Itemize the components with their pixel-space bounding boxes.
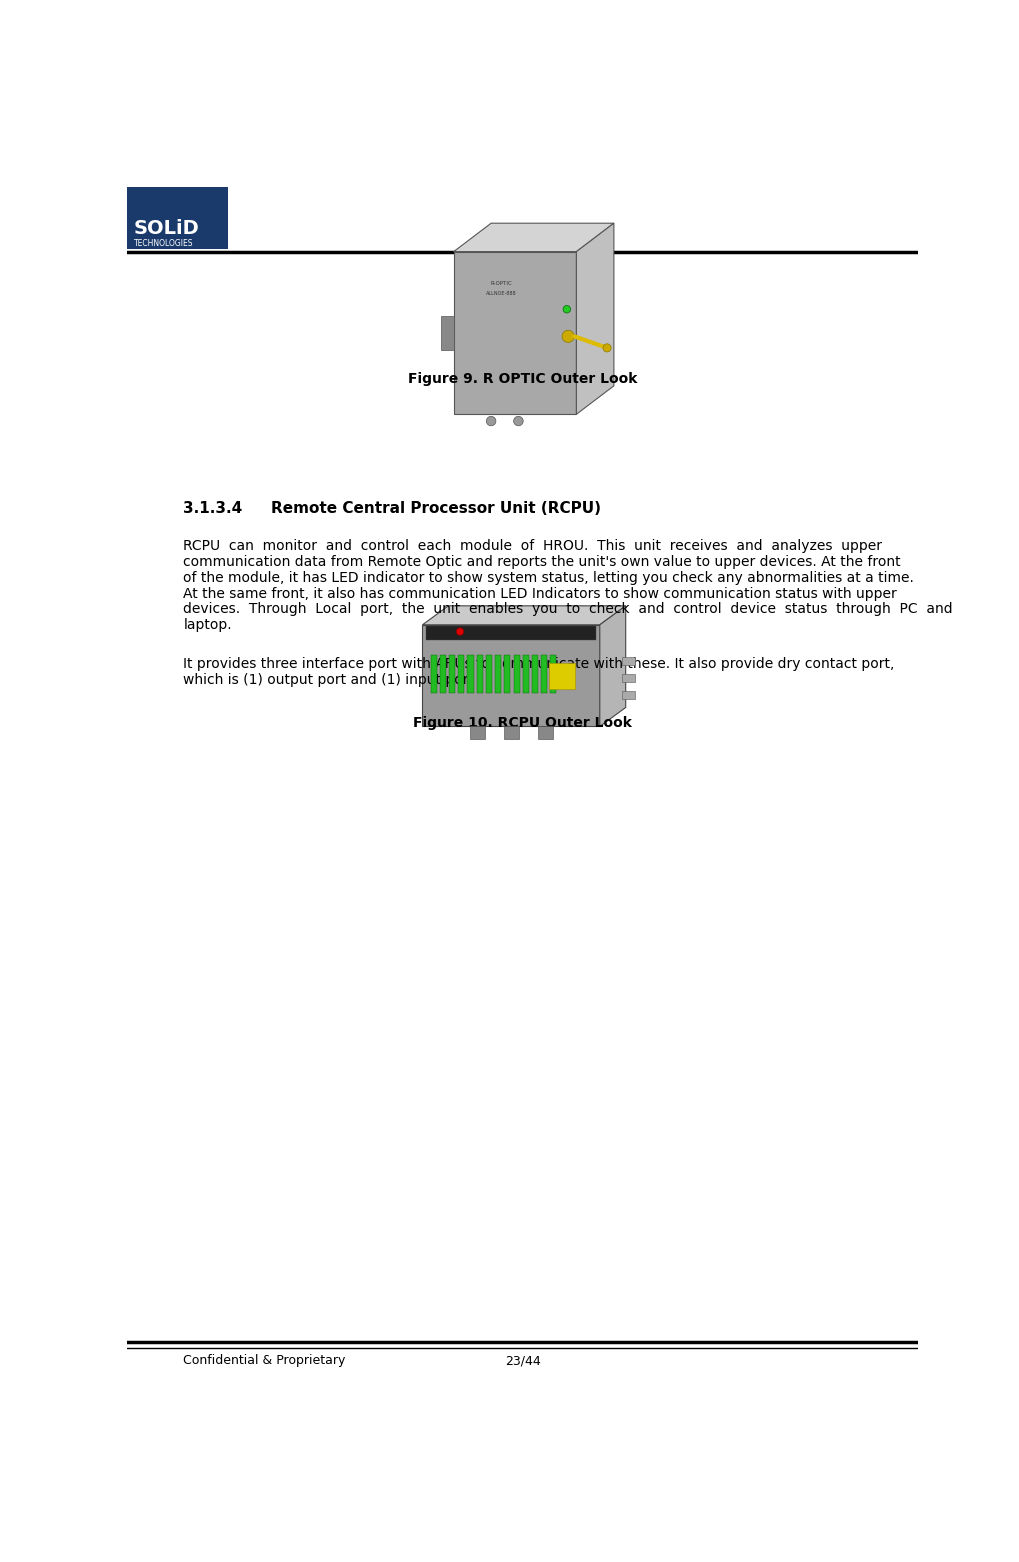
Text: ALLNOE-888: ALLNOE-888	[486, 291, 517, 295]
Circle shape	[514, 417, 523, 426]
Bar	[430, 656, 436, 692]
Bar	[458, 656, 464, 692]
Circle shape	[486, 417, 495, 426]
Bar	[467, 656, 473, 692]
Bar	[548, 664, 574, 689]
Text: TECHNOLOGIES: TECHNOLOGIES	[133, 239, 193, 247]
Bar	[476, 656, 482, 692]
Bar	[426, 626, 596, 640]
Text: communication data from Remote Optic and reports the unit's own value to upper d: communication data from Remote Optic and…	[183, 555, 900, 569]
Bar	[550, 656, 556, 692]
Bar	[485, 656, 491, 692]
Text: Figure 10. RCPU Outer Look: Figure 10. RCPU Outer Look	[413, 717, 632, 731]
Text: Figure 9. R OPTIC Outer Look: Figure 9. R OPTIC Outer Look	[408, 372, 637, 386]
Bar	[448, 656, 454, 692]
Polygon shape	[453, 251, 576, 414]
Bar	[622, 692, 634, 700]
Text: At the same front, it also has communication LED Indicators to show communicatio: At the same front, it also has communica…	[183, 587, 896, 601]
Polygon shape	[599, 606, 625, 726]
Text: It provides three interface port with ARUs to communicate with these. It also pr: It provides three interface port with AR…	[183, 658, 894, 672]
Circle shape	[602, 344, 610, 351]
Bar	[522, 656, 528, 692]
Polygon shape	[422, 625, 599, 726]
Text: laptop.: laptop.	[183, 619, 231, 633]
Bar	[503, 726, 519, 739]
Text: devices.  Through  Local  port,  the  unit  enables  you  to  check  and  contro: devices. Through Local port, the unit en…	[183, 603, 952, 617]
Bar	[622, 675, 634, 683]
Text: R-OPTIC: R-OPTIC	[490, 281, 512, 286]
Bar	[513, 656, 519, 692]
Circle shape	[562, 306, 570, 312]
Text: 23/44: 23/44	[504, 1354, 540, 1367]
Bar	[470, 726, 485, 739]
Text: 3.1.3.4: 3.1.3.4	[183, 501, 243, 515]
Circle shape	[455, 628, 464, 636]
Bar	[127, 187, 228, 248]
Bar	[494, 656, 500, 692]
Bar	[439, 656, 445, 692]
Polygon shape	[422, 606, 625, 625]
Text: of the module, it has LED indicator to show system status, letting you check any: of the module, it has LED indicator to s…	[183, 570, 913, 584]
Bar	[541, 656, 547, 692]
Polygon shape	[576, 223, 613, 414]
Bar	[531, 656, 538, 692]
Text: Confidential & Proprietary: Confidential & Proprietary	[183, 1354, 345, 1367]
Circle shape	[561, 330, 574, 342]
Bar	[622, 658, 634, 665]
Bar	[538, 726, 553, 739]
Text: Remote Central Processor Unit (RCPU): Remote Central Processor Unit (RCPU)	[271, 501, 600, 515]
Text: which is (1) output port and (1) input port: which is (1) output port and (1) input p…	[183, 673, 474, 687]
Text: RCPU  can  monitor  and  control  each  module  of  HROU.  This  unit  receives : RCPU can monitor and control each module…	[183, 539, 881, 553]
Polygon shape	[453, 223, 613, 251]
Text: SOLiD: SOLiD	[133, 219, 200, 239]
Bar	[441, 316, 453, 350]
Bar	[503, 656, 510, 692]
